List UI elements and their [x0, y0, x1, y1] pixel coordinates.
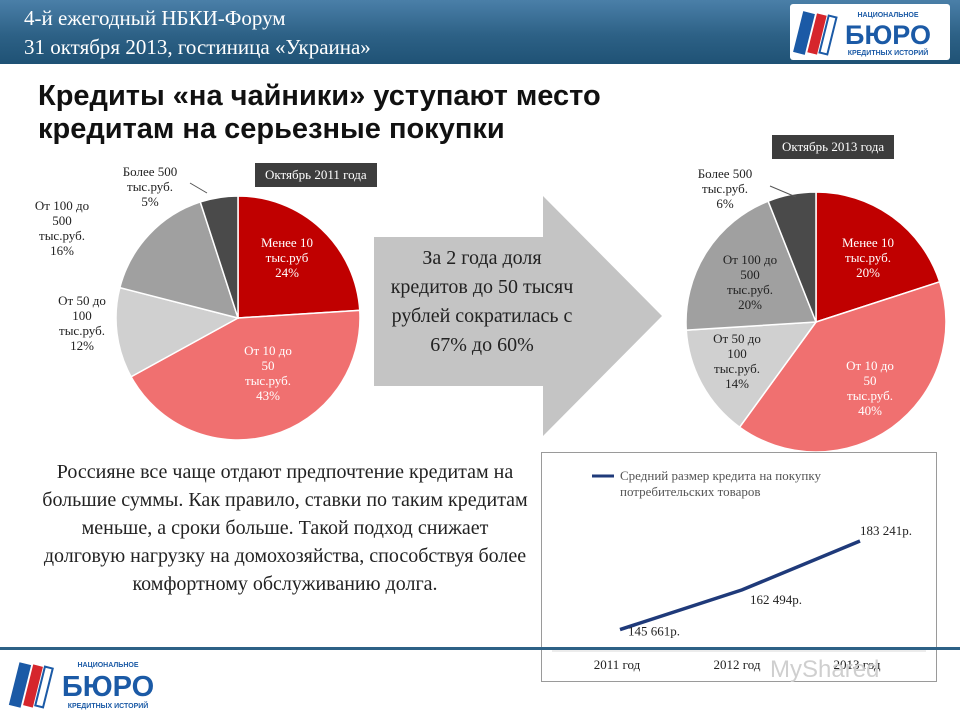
pie-label-10-50k: От 10 до 50 тыс.руб. 40%	[846, 358, 894, 418]
x-tick-label: 2011 год	[594, 657, 641, 672]
pie-chart-2011: Менее 10 тыс.руб 24% От 10 до 50 тыс.руб. 43% О…	[35, 164, 361, 441]
series-line	[619, 539, 861, 632]
pie-slice-100-500k	[118, 201, 240, 320]
forum-date-venue: 31 октября 2013, гостиница «Украина»	[24, 35, 371, 59]
pie-chart-2013: Менее 10 тыс.руб. 20% От 10 до 50 тыс.руб. 40%…	[685, 166, 947, 453]
leader-line	[769, 185, 797, 198]
pie-label-over-500k: Более 500 тыс.руб. 6%	[698, 166, 753, 211]
x-tick-label: 2013 год	[834, 657, 881, 672]
logo-pencils-icon	[8, 662, 54, 709]
leader-line	[189, 182, 208, 194]
pie-slice-100-500k	[685, 200, 818, 331]
logo-pencils-icon	[793, 11, 838, 56]
forum-title: 4-й ежегодный НБКИ-Форум	[24, 6, 286, 30]
nbki-logo-top: НАЦИОНАЛЬНОЕ БЮРО КРЕДИТНЫХ ИСТОРИЙ	[790, 4, 950, 60]
pie-slice-10-50k	[130, 309, 361, 441]
pie-slice-under-10k	[815, 191, 941, 324]
arrow-caption: За 2 года доля кредитов до 50 тысяч рубл…	[390, 247, 574, 356]
pie-slice-50-100k	[685, 321, 818, 429]
arrow-shape	[374, 196, 662, 436]
logo-main: БЮРО	[62, 671, 154, 703]
legend-label: Средний размер кредита на покупку потреби…	[620, 468, 821, 499]
watermark: MyShared	[770, 656, 880, 683]
logo-line2: КРЕДИТНЫХ ИСТОРИЙ	[848, 48, 929, 57]
x-tick-label: 2012 год	[714, 657, 761, 672]
pie-label-under-10k: Менее 10 тыс.руб 24%	[261, 235, 313, 280]
pie-slice-10-50k	[738, 280, 947, 453]
line-chart: Средний размер кредита на покупку потреби…	[552, 468, 926, 672]
pie-label-10-50k: От 10 до 50 тыс.руб. 43%	[244, 343, 292, 403]
pie-slice-over-500k	[199, 195, 239, 319]
pie-label-100-500k: От 100 до 500 тыс.руб. 16%	[35, 198, 89, 258]
logo-line1: НАЦИОНАЛЬНОЕ	[857, 12, 918, 19]
pie-slice-50-100k	[115, 286, 241, 378]
pie-label-over-500k: Более 500 тыс.руб. 5%	[123, 164, 178, 209]
logo-main: БЮРО	[845, 20, 931, 50]
pie-slice-over-500k	[767, 191, 817, 323]
pie-slice-under-10k	[237, 195, 361, 319]
pie-2013-title: Октябрь 2013 года	[772, 135, 895, 159]
pie-label-50-100k: От 50 до 100 тыс.руб. 14%	[713, 331, 761, 391]
pie-2011-title: Октябрь 2011 года	[255, 163, 377, 187]
footer-divider	[0, 647, 960, 650]
logo-line2: КРЕДИТНЫХ ИСТОРИЙ	[68, 701, 149, 710]
pie-label-under-10k: Менее 10 тыс.руб. 20%	[842, 235, 894, 280]
summary-paragraph: Россияне все чаще отдают предпочтение кр…	[42, 461, 528, 595]
data-label: 162 494р.	[750, 592, 802, 607]
data-label: 183 241р.	[860, 523, 912, 538]
slide-title: Кредиты «на чайники» уступают место кред…	[38, 80, 601, 145]
pie-label-100-500k: От 100 до 500 тыс.руб. 20%	[723, 252, 777, 312]
data-label: 145 661р.	[628, 624, 680, 639]
logo-line1: НАЦИОНАЛЬНОЕ	[77, 662, 138, 669]
pie-label-50-100k: От 50 до 100 тыс.руб. 12%	[58, 293, 106, 353]
line-chart-frame: Средний размер кредита на покупку потреби…	[541, 452, 937, 682]
nbki-logo-bottom: НАЦИОНАЛЬНОЕ БЮРО КРЕДИТНЫХ ИСТОРИЙ	[8, 655, 168, 718]
